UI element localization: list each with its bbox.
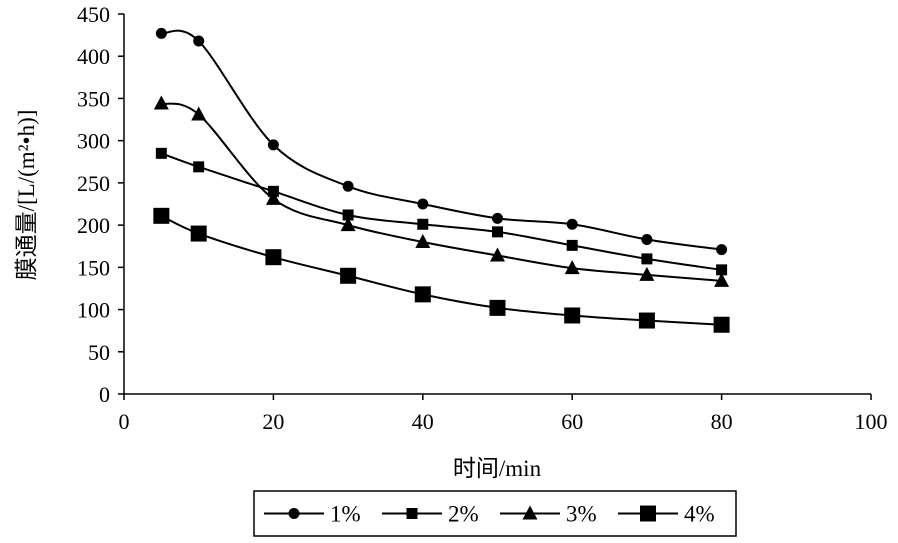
y-tick-label: 300 bbox=[77, 129, 110, 154]
series-1 bbox=[155, 27, 728, 256]
x-axis-label: 时间/min bbox=[453, 456, 542, 481]
y-tick-label: 100 bbox=[77, 298, 110, 323]
x-tick-label: 100 bbox=[855, 409, 888, 434]
data-point bbox=[492, 212, 503, 224]
legend-marker bbox=[640, 505, 656, 522]
legend-label: 2% bbox=[448, 502, 479, 527]
data-point bbox=[190, 225, 207, 242]
y-tick-label: 50 bbox=[88, 340, 110, 365]
x-tick-label: 0 bbox=[119, 409, 130, 434]
data-point bbox=[155, 147, 167, 159]
x-tick-label: 40 bbox=[412, 409, 434, 434]
y-tick-label: 400 bbox=[77, 44, 110, 69]
series-line bbox=[161, 29, 722, 251]
data-point bbox=[193, 161, 205, 173]
data-point bbox=[417, 218, 429, 230]
legend-box bbox=[253, 490, 737, 537]
data-point bbox=[641, 233, 653, 245]
data-point bbox=[638, 312, 655, 329]
data-point bbox=[417, 198, 429, 210]
y-tick-label: 150 bbox=[77, 255, 110, 280]
data-point bbox=[713, 316, 730, 333]
data-point bbox=[193, 35, 205, 47]
legend-label: 1% bbox=[330, 502, 361, 527]
data-point bbox=[267, 139, 279, 151]
data-point bbox=[716, 264, 728, 276]
legend-marker bbox=[522, 505, 538, 520]
y-tick-label: 0 bbox=[99, 382, 110, 407]
data-point bbox=[489, 299, 506, 316]
data-point bbox=[342, 209, 354, 221]
x-tick-label: 80 bbox=[711, 409, 733, 434]
legend-item: 2% bbox=[382, 502, 479, 527]
data-point bbox=[155, 27, 167, 39]
y-tick-label: 350 bbox=[77, 86, 110, 111]
legend-marker bbox=[288, 508, 300, 519]
axes: 0 50 100 150 200 250 300 350 400 450 0 20 40 60 80 100 bbox=[77, 2, 888, 434]
legend-label: 4% bbox=[684, 502, 715, 527]
series-2 bbox=[155, 147, 728, 276]
legend: 1% 2% 3% 4% bbox=[253, 490, 737, 537]
legend-item: 3% bbox=[500, 502, 597, 527]
data-point bbox=[564, 307, 581, 324]
data-point bbox=[340, 267, 357, 284]
legend-label: 3% bbox=[566, 502, 597, 527]
series-line bbox=[160, 214, 722, 326]
data-point bbox=[265, 249, 282, 266]
data-point bbox=[492, 226, 503, 238]
legend-item: 4% bbox=[618, 502, 715, 527]
data-point bbox=[153, 207, 170, 224]
data-point bbox=[641, 253, 653, 265]
y-tick-label: 200 bbox=[77, 213, 110, 238]
y-tick-label: 250 bbox=[77, 171, 110, 196]
data-point bbox=[415, 234, 431, 248]
data-point bbox=[716, 244, 728, 256]
x-tick-label: 20 bbox=[262, 409, 284, 434]
series-layer bbox=[153, 27, 730, 333]
series-line bbox=[161, 102, 722, 282]
data-point bbox=[153, 95, 169, 110]
series-4 bbox=[153, 207, 730, 333]
data-point bbox=[566, 239, 578, 251]
series-3 bbox=[153, 95, 730, 287]
data-point bbox=[639, 266, 655, 281]
data-point bbox=[564, 260, 580, 275]
x-tick-label: 60 bbox=[561, 409, 583, 434]
legend-marker bbox=[406, 508, 418, 519]
data-point bbox=[414, 286, 431, 303]
y-axis-label: 膜通量/[L/(m²•h)] bbox=[14, 110, 39, 281]
data-point bbox=[342, 180, 354, 192]
data-point bbox=[490, 247, 505, 262]
data-point bbox=[265, 190, 281, 205]
y-tick-label: 450 bbox=[77, 2, 110, 27]
data-point bbox=[566, 218, 578, 230]
data-point bbox=[191, 106, 207, 121]
data-point bbox=[340, 217, 356, 232]
data-point bbox=[714, 272, 730, 287]
legend-item: 1% bbox=[264, 502, 361, 527]
